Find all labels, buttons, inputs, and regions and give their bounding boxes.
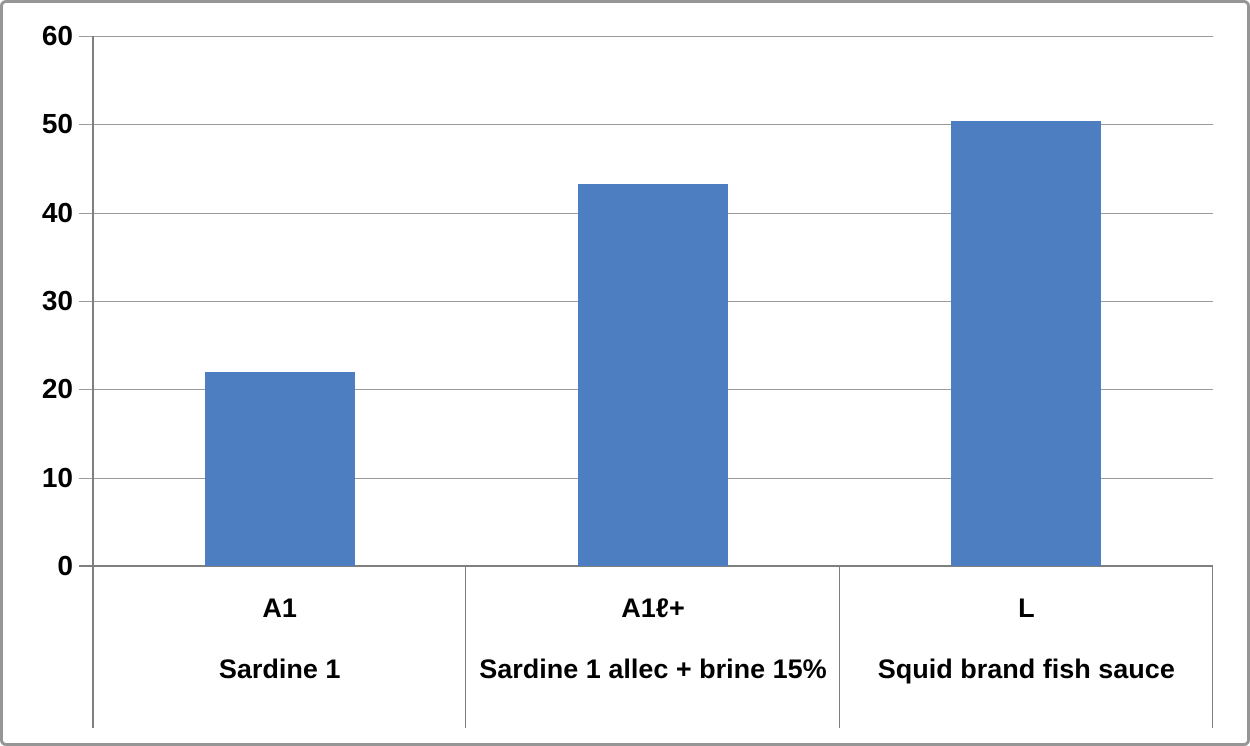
category-name-label: Sardine 1 allec + brine 15% xyxy=(479,654,827,684)
y-tick-label: 30 xyxy=(41,285,73,316)
y-axis-line xyxy=(92,36,94,728)
category-divider xyxy=(465,566,467,728)
bar xyxy=(578,183,728,566)
y-tick-label: 60 xyxy=(41,20,73,51)
x-axis-line xyxy=(79,565,1213,567)
bar xyxy=(204,371,355,566)
category-code-label: A1ℓ+ xyxy=(621,593,685,623)
category-divider xyxy=(838,566,840,728)
category-code-label: L xyxy=(1018,593,1035,623)
y-gridline xyxy=(79,36,1213,37)
y-tick-label: 0 xyxy=(57,550,73,581)
category-divider xyxy=(1212,566,1213,728)
category-name-label: Squid brand fish sauce xyxy=(877,654,1175,684)
y-tick-label: 20 xyxy=(41,373,73,405)
category-name-label: Sardine 1 xyxy=(218,654,341,684)
y-tick-label: 40 xyxy=(41,196,73,228)
y-gridline xyxy=(79,124,1213,126)
y-tick-label: 50 xyxy=(41,108,73,140)
y-tick-label: 10 xyxy=(41,461,73,493)
bar xyxy=(951,120,1102,566)
category-code-label: A1 xyxy=(262,593,297,623)
